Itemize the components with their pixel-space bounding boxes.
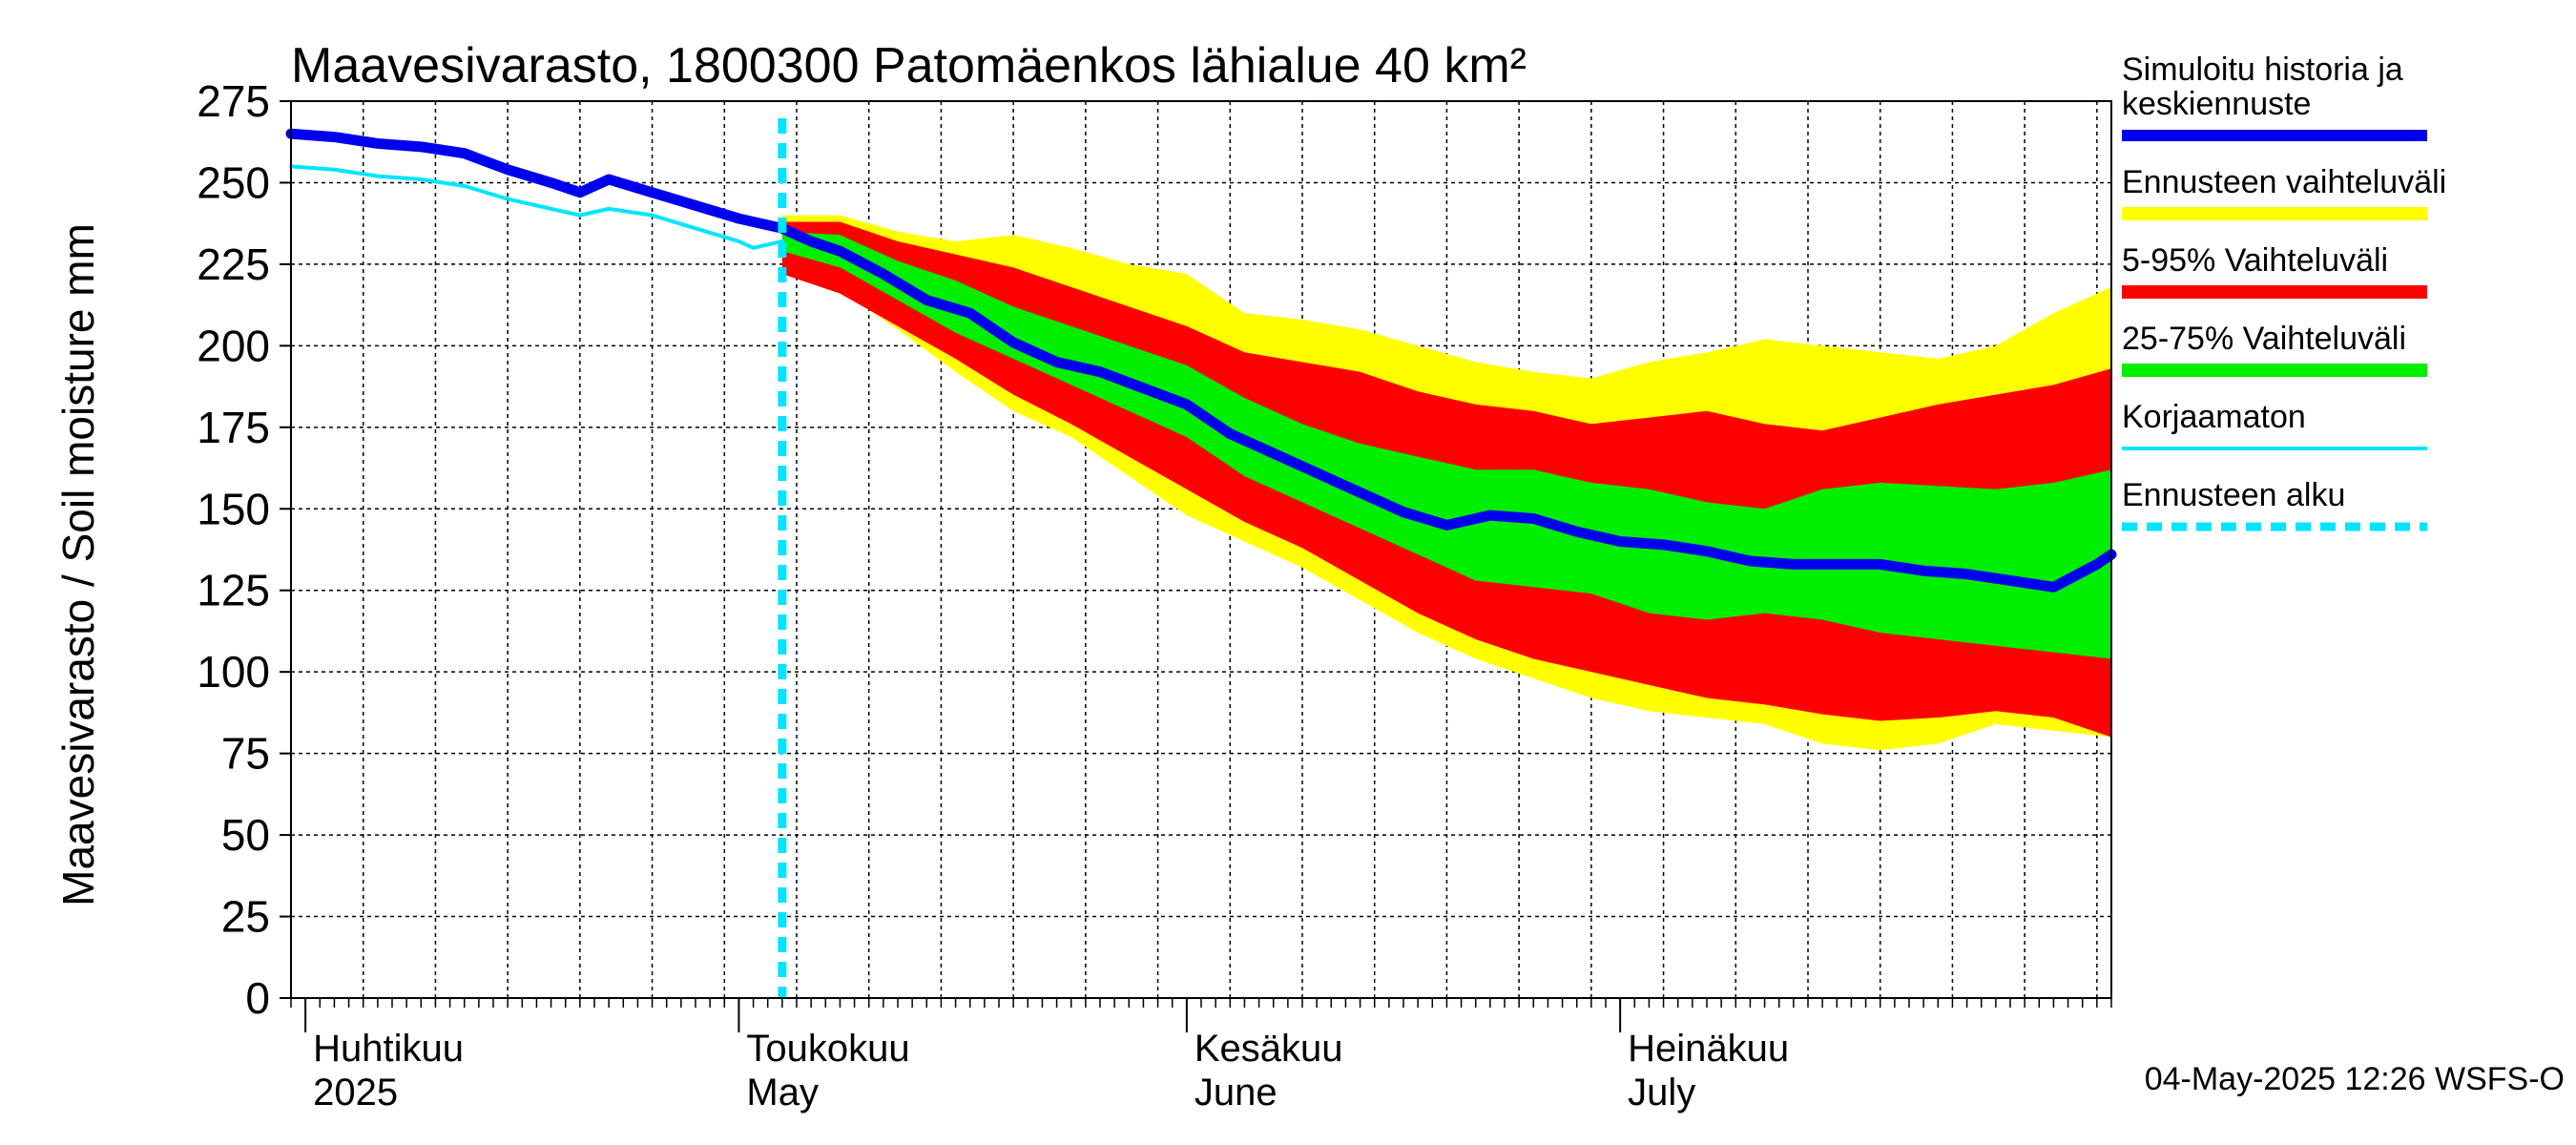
x-month-label-fi: Kesäkuu [1195, 1028, 1343, 1070]
legend-label: keskiennuste [2122, 86, 2311, 122]
y-tick-label: 50 [221, 810, 270, 860]
y-tick-label: 250 [197, 157, 270, 207]
y-tick-label: 225 [197, 239, 270, 289]
y-tick-label: 100 [197, 647, 270, 697]
axes: 0 25 50 75 100 125 150 175 200 225 250 275 Huhtikuu2… [197, 76, 2112, 1114]
legend-label: Simuloitu historia ja [2122, 52, 2403, 88]
y-tick-label: 125 [197, 566, 270, 615]
x-month-label-en: May [746, 1072, 819, 1114]
y-tick-label: 275 [197, 76, 270, 126]
x-month-label-en: 2025 [313, 1072, 398, 1114]
series-korjaamaton [289, 164, 784, 250]
x-month-label-fi: Huhtikuu [313, 1028, 464, 1070]
y-tick-label: 75 [221, 729, 270, 779]
legend-label: 5-95% Vaihteluväli [2122, 242, 2388, 279]
legend-label: Korjaamaton [2122, 399, 2306, 435]
y-tick-label: 200 [197, 321, 270, 370]
legend-label: Ennusteen vaihteluväli [2122, 164, 2446, 200]
forecast-bands [781, 215, 2111, 751]
series-simuloitu-historia-ja-keskiennuste [285, 128, 2117, 593]
y-tick-label: 175 [197, 403, 270, 452]
legend-label: 25-75% Vaihteluväli [2122, 321, 2406, 357]
x-month-label-en: July [1628, 1072, 1695, 1114]
band-25-75-vaihteluv-li [781, 231, 2111, 659]
y-tick-label: 0 [245, 973, 270, 1023]
y-tick-label: 150 [197, 484, 270, 533]
footer-timestamp: 04-May-2025 12:26 WSFS-O [2145, 1061, 2565, 1097]
x-month-label-en: June [1195, 1072, 1278, 1114]
legend-label: Ennusteen alku [2122, 477, 2345, 513]
series-lines [285, 128, 2117, 593]
x-month-label-fi: Heinäkuu [1628, 1028, 1789, 1070]
x-month-label-fi: Toukokuu [746, 1028, 909, 1070]
y-axis-label: Maavesivarasto / Soil moisture mm [53, 223, 103, 906]
y-tick-label: 25 [221, 892, 270, 942]
chart-title: Maavesivarasto, 1800300 Patomäenkos lähi… [291, 38, 1527, 94]
